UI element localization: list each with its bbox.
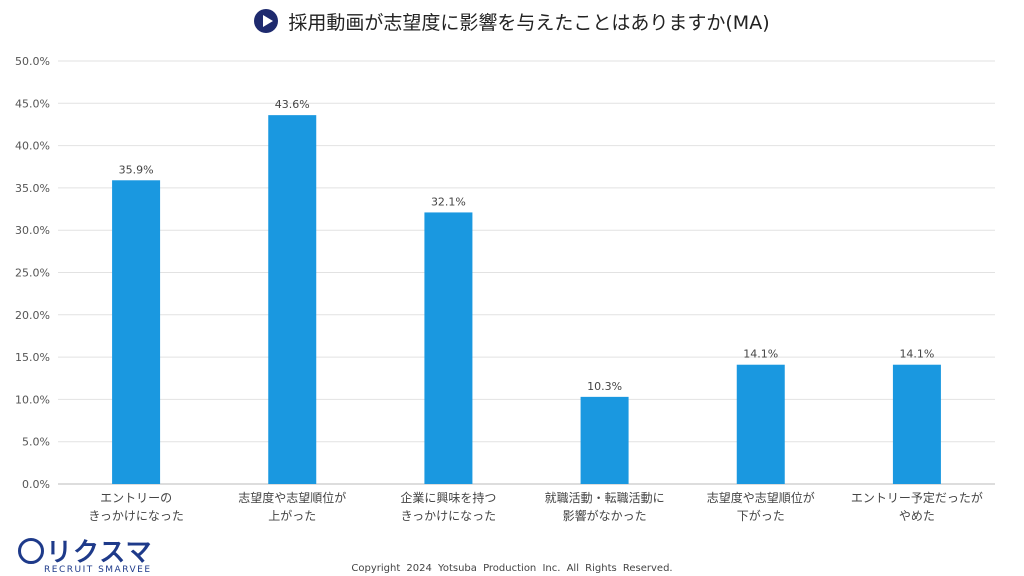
y-tick-label: 25.0% [15, 267, 50, 280]
y-tick-label: 40.0% [15, 140, 50, 153]
data-label: 10.3% [587, 380, 622, 393]
bar [892, 364, 941, 484]
bar [580, 396, 629, 484]
x-tick-label: 就職活動・転職活動に [545, 491, 665, 505]
data-label: 14.1% [899, 348, 934, 361]
logo: リクスマ RECRUIT SMARVEE [18, 532, 152, 575]
data-label: 43.6% [275, 98, 310, 111]
x-tick-label: 下がった [737, 508, 785, 523]
chart-title: 採用動画が志望度に影響を与えたことはありますか(MA) [0, 8, 1024, 35]
y-tick-label: 50.0% [15, 55, 50, 68]
bar [424, 212, 473, 484]
y-tick-label: 45.0% [15, 97, 50, 110]
play-icon [254, 9, 279, 33]
y-tick-label: 20.0% [15, 309, 50, 322]
x-tick-label: 志望度や志望順位が [238, 490, 346, 505]
chart-title-text: 採用動画が志望度に影響を与えたことはありますか(MA) [288, 12, 770, 34]
logo-brand: リクスマ [46, 538, 153, 568]
data-label: 35.9% [119, 163, 154, 176]
x-tick-label: 企業に興味を持つ [400, 490, 496, 505]
data-label: 14.1% [743, 348, 778, 361]
bar [268, 115, 317, 485]
bar [112, 180, 161, 484]
x-tick-label: きっかけになった [88, 509, 184, 523]
x-tick-label: きっかけになった [401, 509, 497, 523]
y-tick-label: 35.0% [15, 182, 50, 195]
logo-sub: RECRUIT SMARVEE [44, 565, 152, 575]
y-tick-label: 5.0% [22, 436, 50, 449]
data-label: 32.1% [431, 195, 466, 208]
magnifier-person-icon [18, 538, 44, 564]
x-tick-label: 志望度や志望順位が [707, 490, 815, 505]
x-tick-label: エントリー予定だったが [851, 490, 983, 505]
x-tick-label: やめた [899, 509, 935, 523]
y-tick-label: 10.0% [15, 393, 50, 406]
x-tick-label: 影響がなかった [563, 508, 647, 523]
y-tick-label: 0.0% [22, 478, 50, 491]
y-tick-label: 30.0% [15, 224, 50, 237]
x-tick-label: エントリーの [100, 491, 172, 505]
copyright: Copyright 2024 Yotsuba Production Inc. A… [351, 563, 673, 574]
bar [736, 364, 785, 484]
x-tick-label: 上がった [268, 508, 316, 523]
y-tick-label: 15.0% [15, 351, 50, 364]
